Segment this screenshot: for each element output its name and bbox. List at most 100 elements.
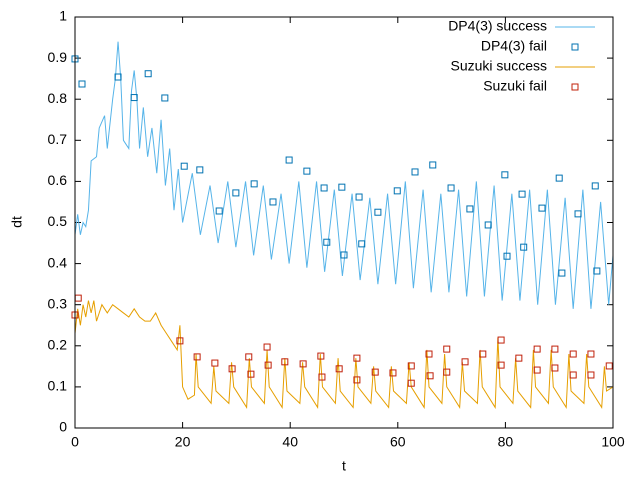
- y-tick-label: 1: [59, 8, 67, 24]
- x-tick-label: 20: [175, 434, 191, 450]
- point: [407, 379, 415, 387]
- point: [484, 221, 492, 229]
- point: [389, 369, 397, 377]
- point: [317, 352, 325, 360]
- x-tick-label: 40: [282, 434, 298, 450]
- point: [130, 94, 138, 102]
- point: [193, 353, 201, 361]
- y-tick-label: 0.9: [48, 49, 68, 65]
- point: [374, 208, 382, 216]
- y-tick-label: 0.3: [48, 295, 68, 311]
- legend-swatch: [571, 83, 579, 91]
- point: [551, 345, 559, 353]
- y-tick-label: 0: [59, 419, 67, 435]
- point: [211, 359, 219, 367]
- point: [247, 370, 255, 378]
- point: [335, 365, 343, 373]
- x-tick-label: 0: [71, 434, 79, 450]
- point: [281, 358, 289, 366]
- point: [461, 358, 469, 366]
- point: [144, 70, 152, 78]
- point: [426, 372, 434, 380]
- legend-swatch: [571, 43, 579, 51]
- point: [196, 166, 204, 174]
- point: [520, 243, 528, 251]
- x-tick-label: 80: [498, 434, 514, 450]
- point: [78, 80, 86, 88]
- point: [215, 207, 223, 215]
- point: [558, 269, 566, 277]
- point: [587, 371, 595, 379]
- point: [518, 190, 526, 198]
- y-tick-label: 0.5: [48, 213, 68, 229]
- x-tick-label: 100: [601, 434, 625, 450]
- point: [338, 183, 346, 191]
- point: [393, 187, 401, 195]
- series-line: [74, 41, 614, 309]
- point: [555, 174, 563, 182]
- x-axis-label: t: [342, 458, 346, 474]
- point: [497, 361, 505, 369]
- point: [323, 238, 331, 246]
- point: [443, 368, 451, 376]
- point: [551, 364, 559, 372]
- point: [515, 354, 523, 362]
- y-tick-label: 0.1: [48, 378, 68, 394]
- point: [466, 205, 474, 213]
- point: [355, 193, 363, 201]
- point: [353, 376, 361, 384]
- point: [161, 94, 169, 102]
- point: [245, 353, 253, 361]
- point: [591, 182, 599, 190]
- y-tick-label: 0.4: [48, 254, 68, 270]
- point: [569, 371, 577, 379]
- point: [533, 345, 541, 353]
- y-tick-label: 0.8: [48, 90, 68, 106]
- legend-label: Suzuki success: [451, 58, 547, 74]
- y-axis-label: dt: [9, 216, 25, 228]
- point: [114, 73, 122, 81]
- y-tick-label: 0.7: [48, 131, 68, 147]
- legend-label: Suzuki fail: [483, 78, 547, 94]
- point: [407, 362, 415, 370]
- point: [180, 162, 188, 170]
- point: [263, 343, 271, 351]
- point: [497, 336, 505, 344]
- series-line: [74, 300, 614, 410]
- point: [340, 251, 348, 259]
- point: [569, 350, 577, 358]
- point: [269, 198, 277, 206]
- legend-label: DP4(3) success: [448, 18, 547, 34]
- point: [429, 161, 437, 169]
- y-tick-label: 0.6: [48, 172, 68, 188]
- point: [443, 345, 451, 353]
- point: [303, 167, 311, 175]
- point: [587, 350, 595, 358]
- point: [353, 354, 361, 362]
- point: [318, 373, 326, 381]
- y-tick-label: 0.2: [48, 337, 68, 353]
- point: [501, 171, 509, 179]
- point: [447, 184, 455, 192]
- point: [411, 168, 419, 176]
- point: [605, 362, 613, 370]
- point: [320, 184, 328, 192]
- legend-label: DP4(3) fail: [481, 38, 547, 54]
- point: [232, 189, 240, 197]
- point: [479, 350, 487, 358]
- point: [228, 365, 236, 373]
- point: [593, 267, 601, 275]
- x-tick-label: 60: [390, 434, 406, 450]
- point: [250, 180, 258, 188]
- point: [538, 204, 546, 212]
- point: [503, 252, 511, 260]
- point: [285, 156, 293, 164]
- plot-frame: [74, 16, 614, 429]
- point: [425, 350, 433, 358]
- point: [299, 360, 307, 368]
- point: [264, 361, 272, 369]
- point: [574, 210, 582, 218]
- point: [533, 366, 541, 374]
- point: [371, 368, 379, 376]
